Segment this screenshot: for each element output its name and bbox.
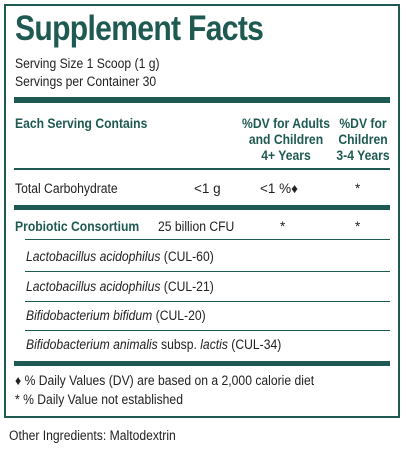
dv-adults-header-line: %DV for Adults [242,116,330,131]
footnote-not-established: * % Daily Value not established [15,392,183,407]
probiotic-amount: 25 billion CFU [158,219,235,234]
strain-name: Lactobacillus acidophilus [26,279,161,294]
strain-code: (CUL-60) [160,249,214,264]
strain-item: Lactobacillus acidophilus (CUL-60) [26,249,214,264]
dv-children-header-line: 3-4 Years [336,148,390,163]
strain-code: (CUL-20) [152,308,206,323]
supplement-facts-panel: Supplement Facts Serving Size 1 Scoop (1… [4,4,400,418]
strain-item: Lactobacillus acidophilus (CUL-21) [26,279,214,294]
divider [25,239,390,240]
probiotic-row: Probiotic Consortium [15,219,139,234]
divider [14,168,390,170]
divider [25,271,390,272]
divider [25,301,390,302]
footer-bar [14,361,390,366]
strain-code: (CUL-21) [160,279,214,294]
strain-name: Lactobacillus acidophilus [26,249,161,264]
strain-item: Bifidobacterium bifidum (CUL-20) [26,308,206,323]
strain-code: (CUL-34) [227,337,282,352]
dv-children-header-line: Children [338,132,388,147]
total-carbohydrate-dv-adults: <1 %♦ [260,181,299,196]
total-carbohydrate-label: Total Carbohydrate [15,181,118,196]
strain-item: Bifidobacterium animalis subsp. lactis (… [26,337,281,352]
dv-children-header: %DV for Children 3-4 Years [332,116,395,164]
strain-subspecies-name: lactis [200,337,228,352]
dv-adults-header: %DV for Adults and Children 4+ Years [237,116,334,164]
section-bar [14,205,390,210]
dv-adults-header-line: 4+ Years [261,148,311,163]
probiotic-label: Probiotic Consortium [15,219,140,234]
header-bar [14,97,390,103]
divider [25,330,390,331]
servings-per-container: Servings per Container 30 [15,74,157,89]
panel-title: Supplement Facts [15,9,264,48]
strain-subspecies: subsp. [157,337,201,352]
footnote-daily-values: ♦ % Daily Values (DV) are based on a 2,0… [15,373,315,388]
strain-name: Bifidobacterium bifidum [26,308,153,323]
dv-children-header-line: %DV for [339,116,387,131]
dv-adults-header-line: and Children [248,132,324,147]
probiotic-dv-children: * [355,219,361,234]
other-ingredients: Other Ingredients: Maltodextrin [9,428,176,443]
probiotic-dv-adults: * [280,219,286,234]
each-serving-header: Each Serving Contains [15,116,148,131]
serving-size: Serving Size 1 Scoop (1 g) [15,56,160,71]
total-carbohydrate-dv-children: * [355,181,361,196]
strain-name: Bifidobacterium animalis [26,337,158,352]
total-carbohydrate-amount: <1 g [194,181,221,196]
